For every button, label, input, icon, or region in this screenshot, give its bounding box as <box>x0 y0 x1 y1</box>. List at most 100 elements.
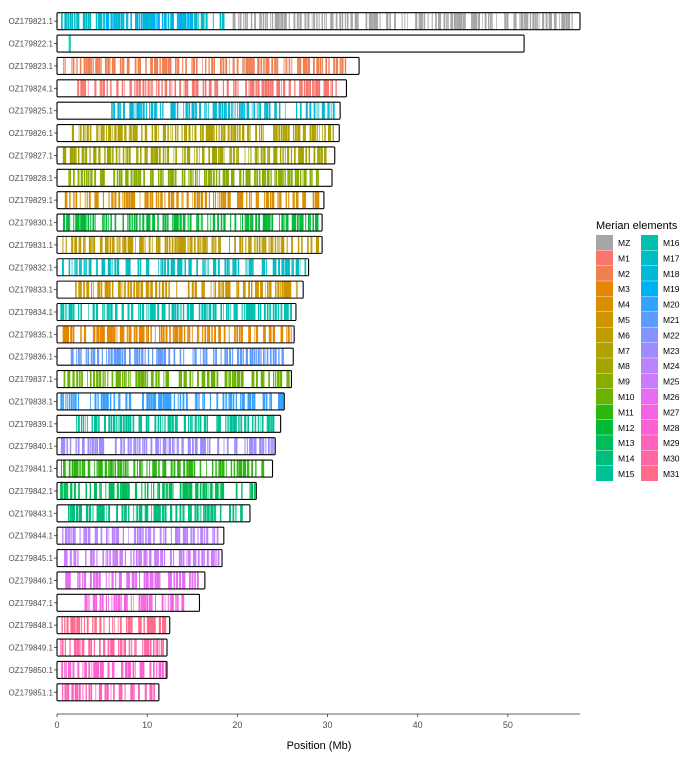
element-mark <box>116 169 119 186</box>
element-mark <box>259 236 261 253</box>
element-mark <box>172 125 173 142</box>
chromosome-row: OZ179845.1 <box>9 549 223 568</box>
element-mark <box>77 438 80 455</box>
element-mark <box>120 594 122 611</box>
element-mark <box>101 169 104 186</box>
element-mark <box>104 13 106 30</box>
element-mark <box>145 572 147 589</box>
element-mark <box>246 13 248 30</box>
element-mark <box>203 281 205 298</box>
element-mark <box>131 102 134 119</box>
element-mark <box>76 617 79 634</box>
element-mark <box>205 303 207 320</box>
element-mark <box>262 415 264 432</box>
element-mark <box>98 348 100 365</box>
element-mark <box>219 460 221 477</box>
element-mark <box>99 572 101 589</box>
element-mark <box>212 13 214 30</box>
element-mark <box>76 214 79 231</box>
element-mark <box>275 371 277 388</box>
element-mark <box>151 505 153 522</box>
element-mark <box>66 214 67 231</box>
chromosome-label: OZ179832.1 <box>9 263 54 272</box>
element-mark <box>131 303 133 320</box>
element-mark <box>162 102 164 119</box>
element-mark <box>165 438 167 455</box>
element-mark <box>151 169 154 186</box>
element-mark <box>136 214 138 231</box>
element-mark <box>138 617 141 634</box>
element-mark <box>139 572 141 589</box>
element-mark <box>199 460 202 477</box>
element-mark <box>138 684 140 701</box>
element-mark <box>73 639 76 656</box>
element-mark <box>145 259 147 276</box>
element-mark <box>150 684 153 701</box>
element-mark <box>137 102 139 119</box>
element-mark <box>111 192 113 209</box>
element-mark <box>261 460 263 477</box>
element-mark <box>221 147 223 164</box>
element-mark <box>192 348 194 365</box>
element-mark <box>136 460 138 477</box>
element-mark <box>221 460 224 477</box>
element-mark <box>287 169 289 186</box>
element-mark <box>132 125 134 142</box>
element-mark <box>159 438 161 455</box>
legend-label: M30 <box>663 454 680 464</box>
element-mark <box>78 125 80 142</box>
element-mark <box>129 348 131 365</box>
element-mark <box>175 214 177 231</box>
element-mark <box>86 169 88 186</box>
element-mark <box>289 281 292 298</box>
element-mark <box>127 169 129 186</box>
element-mark <box>157 303 160 320</box>
x-tick-label: 0 <box>54 720 59 730</box>
element-mark <box>258 169 261 186</box>
element-mark <box>247 348 248 365</box>
element-mark <box>240 326 242 343</box>
element-mark <box>103 13 105 30</box>
element-mark <box>78 460 80 477</box>
element-mark <box>176 438 178 455</box>
element-mark <box>92 326 94 343</box>
element-mark <box>300 13 302 30</box>
element-mark <box>245 169 248 186</box>
element-mark <box>331 13 332 30</box>
element-mark <box>166 482 168 499</box>
element-mark <box>79 348 81 365</box>
element-mark <box>96 259 98 276</box>
element-mark <box>145 505 148 522</box>
element-mark <box>294 147 296 164</box>
element-mark <box>111 661 114 678</box>
element-mark <box>197 527 199 544</box>
element-mark <box>187 326 189 343</box>
element-mark <box>281 393 284 410</box>
element-mark <box>145 57 147 74</box>
element-mark <box>108 125 110 142</box>
element-mark <box>140 147 142 164</box>
element-mark <box>154 460 157 477</box>
element-mark <box>149 661 152 678</box>
element-mark <box>158 505 161 522</box>
element-mark <box>97 348 99 365</box>
element-mark <box>282 326 284 343</box>
element-mark <box>186 147 189 164</box>
element-mark <box>229 505 231 522</box>
element-mark <box>173 147 175 164</box>
element-mark <box>64 393 66 410</box>
chromosome-fill <box>57 79 347 97</box>
element-mark <box>247 460 249 477</box>
element-mark <box>85 661 87 678</box>
element-mark <box>120 102 122 119</box>
element-mark <box>119 57 121 74</box>
element-mark <box>162 393 165 410</box>
element-mark <box>112 192 114 209</box>
element-mark <box>113 684 115 701</box>
element-mark <box>195 281 198 298</box>
element-mark <box>183 460 186 477</box>
element-mark <box>90 57 92 74</box>
element-mark <box>284 147 286 164</box>
element-mark <box>86 125 89 142</box>
element-mark <box>288 259 289 276</box>
